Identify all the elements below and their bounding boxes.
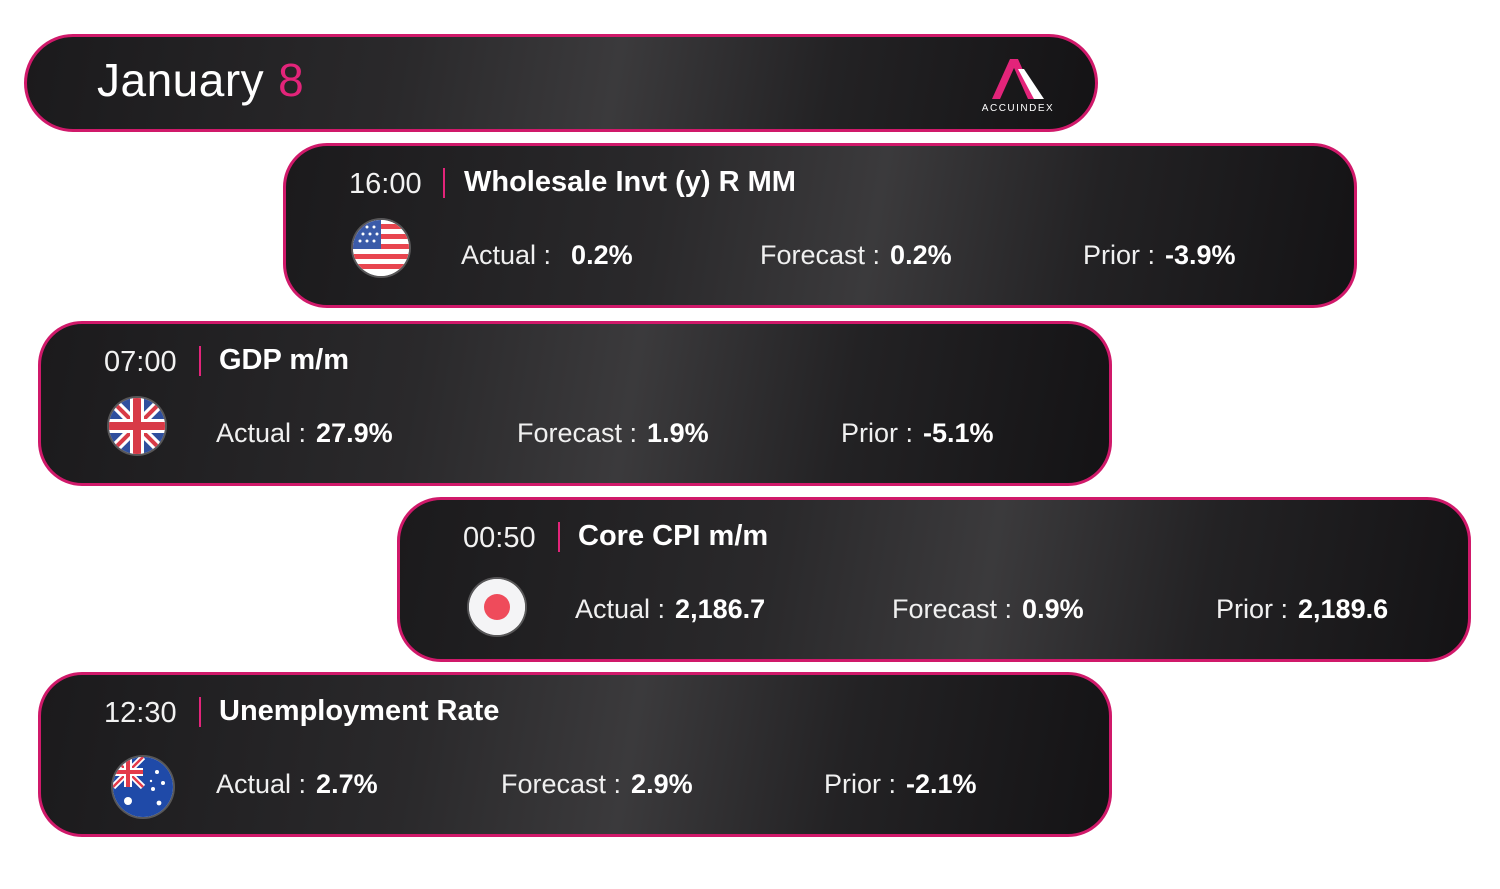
actual-stat: Actual : 27.9%	[216, 418, 393, 449]
event-name: Wholesale Invt (y) R MM	[464, 166, 796, 198]
prior-stat: Prior : -2.1%	[824, 769, 977, 800]
forecast-stat: Forecast : 0.2%	[760, 240, 952, 271]
event-time: 16:00	[349, 168, 422, 200]
prior-stat: Prior : 2,189.6	[1216, 594, 1388, 625]
event-name: GDP m/m	[219, 344, 350, 376]
prior-label: Prior :	[1083, 240, 1156, 270]
prior-value: -3.9%	[1165, 240, 1236, 270]
logo-mark-icon	[992, 59, 1044, 99]
brand-name: ACCUINDEX	[981, 103, 1055, 114]
event-time: 07:00	[104, 346, 177, 378]
actual-value: 2,186.7	[675, 594, 766, 624]
prior-label: Prior :	[1216, 594, 1289, 624]
actual-label: Actual :	[575, 594, 666, 624]
prior-label: Prior :	[841, 418, 914, 448]
forecast-label: Forecast :	[892, 594, 1013, 624]
forecast-value: 1.9%	[647, 418, 709, 448]
actual-value: 0.2%	[571, 240, 633, 270]
prior-stat: Prior : -5.1%	[841, 418, 994, 449]
event-card[interactable]: 07:00 GDP m/m Actual : 27.9% Forecast : 1.…	[38, 321, 1112, 486]
date-header: January 8 ACCUINDEX	[24, 34, 1098, 132]
actual-label: Actual :	[216, 418, 307, 448]
event-name: Core CPI m/m	[578, 520, 769, 552]
forecast-label: Forecast :	[501, 769, 622, 799]
day-label: 8	[278, 54, 305, 106]
month-label: January	[97, 54, 265, 106]
prior-label: Prior :	[824, 769, 897, 799]
prior-stat: Prior : -3.9%	[1083, 240, 1236, 271]
us-flag-icon	[353, 220, 409, 276]
event-card[interactable]: 16:00 Wholesale Invt (y) R MM Actual : 0.…	[283, 143, 1357, 308]
actual-label: Actual :	[461, 240, 552, 270]
prior-value: 2,189.6	[1298, 594, 1389, 624]
prior-value: -2.1%	[906, 769, 977, 799]
uk-flag-icon	[109, 398, 165, 454]
separator	[443, 168, 445, 198]
actual-label: Actual :	[216, 769, 307, 799]
event-card[interactable]: 00:50 Core CPI m/m Actual : 2,186.7 Forec…	[397, 497, 1471, 662]
forecast-value: 0.2%	[890, 240, 952, 270]
forecast-value: 0.9%	[1022, 594, 1084, 624]
australia-flag-icon	[113, 757, 173, 817]
event-card[interactable]: 12:30 Unemployment Rate	[38, 672, 1112, 837]
actual-stat: Actual : 2,186.7	[575, 594, 765, 625]
actual-value: 2.7%	[316, 769, 378, 799]
separator	[558, 522, 560, 552]
event-time: 12:30	[104, 697, 177, 729]
forecast-stat: Forecast : 0.9%	[892, 594, 1084, 625]
separator	[199, 346, 201, 376]
forecast-label: Forecast :	[760, 240, 881, 270]
event-name: Unemployment Rate	[219, 695, 500, 727]
accuindex-logo: ACCUINDEX	[978, 55, 1058, 117]
actual-value: 27.9%	[316, 418, 393, 448]
actual-stat: Actual : 2.7%	[216, 769, 378, 800]
event-time: 00:50	[463, 522, 536, 554]
japan-flag-icon	[469, 579, 525, 635]
prior-value: -5.1%	[923, 418, 994, 448]
forecast-stat: Forecast : 2.9%	[501, 769, 693, 800]
date-title: January 8	[97, 53, 304, 107]
forecast-label: Forecast :	[517, 418, 638, 448]
forecast-value: 2.9%	[631, 769, 693, 799]
separator	[199, 697, 201, 727]
actual-stat: Actual : 0.2%	[461, 240, 633, 271]
forecast-stat: Forecast : 1.9%	[517, 418, 709, 449]
